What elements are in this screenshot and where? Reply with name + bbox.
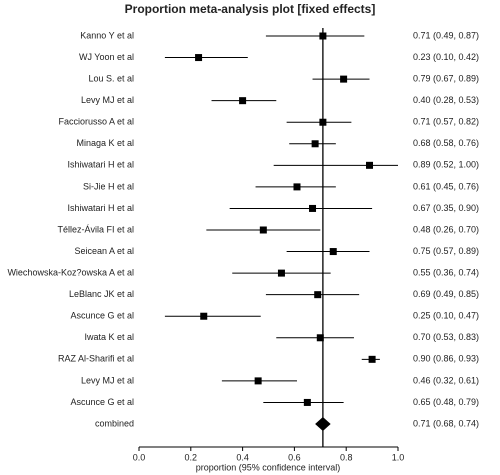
study-label: Levy MJ et al <box>81 95 134 105</box>
x-tick-label: 1.0 <box>392 452 405 462</box>
estimate-label: 0.69 (0.49, 0.85) <box>413 289 479 299</box>
estimate-box <box>340 75 348 83</box>
estimate-label: 0.25 (0.10, 0.47) <box>413 311 479 321</box>
x-tick-label: 0.8 <box>340 452 353 462</box>
study-label: Seicean A et al <box>74 246 134 256</box>
estimate-label: 0.65 (0.48, 0.79) <box>413 397 479 407</box>
study-label: Levy MJ et al <box>81 375 134 385</box>
study-label: Wiechowska-Koz?owska A et al <box>7 267 134 277</box>
estimate-label: 0.68 (0.58, 0.76) <box>413 138 479 148</box>
study-label: Téllez-Ávila FI et al <box>57 224 134 234</box>
estimate-box <box>329 248 337 256</box>
estimate-box <box>303 398 311 406</box>
estimate-box <box>316 334 324 342</box>
study-label: Si-Jie H et al <box>83 181 134 191</box>
estimate-box <box>200 312 208 320</box>
estimate-box <box>293 183 301 191</box>
estimate-label: 0.75 (0.57, 0.89) <box>413 246 479 256</box>
study-label: WJ Yoon et al <box>79 52 134 62</box>
study-label: Kanno Y et al <box>80 30 134 40</box>
study-label: Iwata K et al <box>84 332 134 342</box>
study-label: Minaga K et al <box>76 138 134 148</box>
x-tick-label: 0.6 <box>288 452 301 462</box>
estimate-label: 0.79 (0.67, 0.89) <box>413 73 479 83</box>
study-label: Ishiwatari H et al <box>67 203 134 213</box>
estimate-label: 0.61 (0.45, 0.76) <box>413 181 479 191</box>
estimate-label: 0.67 (0.35, 0.90) <box>413 203 479 213</box>
estimate-label: 0.71 (0.49, 0.87) <box>413 30 479 40</box>
estimate-box <box>254 377 262 385</box>
estimate-box <box>309 204 317 212</box>
study-label: Ascunce G et al <box>70 397 134 407</box>
study-label: Ishiwatari H et al <box>67 160 134 170</box>
combined-estimate-label: 0.71 (0.68, 0.74) <box>413 418 479 428</box>
estimate-label: 0.40 (0.28, 0.53) <box>413 95 479 105</box>
estimate-box <box>314 291 322 299</box>
x-tick-label: 0.0 <box>133 452 146 462</box>
estimate-label: 0.23 (0.10, 0.42) <box>413 52 479 62</box>
study-label: Facciorusso A et al <box>58 117 134 127</box>
estimate-box <box>319 118 327 126</box>
estimate-label: 0.90 (0.86, 0.93) <box>413 354 479 364</box>
study-label: LeBlanc JK et al <box>69 289 134 299</box>
combined-label: combined <box>95 418 134 428</box>
estimate-label: 0.48 (0.26, 0.70) <box>413 224 479 234</box>
estimate-box <box>277 269 285 277</box>
estimate-box <box>195 54 203 62</box>
study-label: Ascunce G et al <box>70 311 134 321</box>
estimate-box <box>239 97 247 105</box>
combined-diamond <box>315 417 331 431</box>
estimate-box <box>366 161 374 169</box>
estimate-label: 0.55 (0.36, 0.74) <box>413 267 479 277</box>
estimate-box <box>311 140 319 148</box>
study-label: Lou S. et al <box>88 73 134 83</box>
x-tick-label: 0.2 <box>185 452 198 462</box>
x-axis-label: proportion (95% confidence interval) <box>196 462 341 472</box>
estimate-box <box>368 355 376 363</box>
estimate-box <box>319 32 327 40</box>
estimate-box <box>259 226 267 234</box>
chart-title: Proportion meta-analysis plot [fixed eff… <box>125 2 376 16</box>
estimate-label: 0.71 (0.57, 0.82) <box>413 117 479 127</box>
estimate-label: 0.70 (0.53, 0.83) <box>413 332 479 342</box>
estimate-label: 0.46 (0.32, 0.61) <box>413 375 479 385</box>
x-tick-label: 0.4 <box>236 452 249 462</box>
estimate-label: 0.89 (0.52, 1.00) <box>413 160 479 170</box>
study-label: RAZ Al-Sharifi et al <box>58 354 134 364</box>
